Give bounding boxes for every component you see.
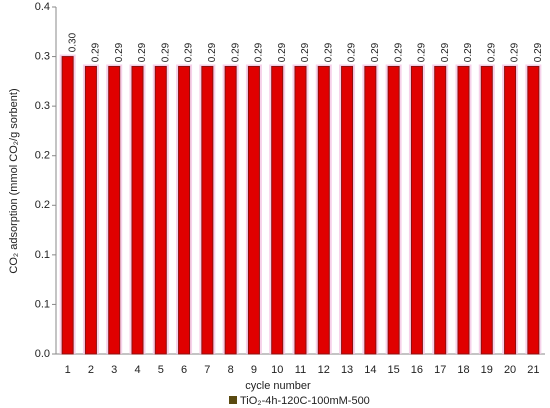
bar (504, 65, 517, 355)
bar (224, 65, 237, 355)
legend-label: TiO₂-4h-120C-100mM-500 (240, 395, 370, 407)
value-label: 0.29 (440, 42, 451, 62)
value-label: 0.29 (393, 42, 404, 62)
bar (84, 65, 97, 355)
x-tick-label: 11 (295, 364, 306, 376)
value-label: 0.29 (114, 42, 125, 62)
bar (61, 56, 74, 355)
value-label: 0.30 (67, 32, 78, 52)
y-tick-label: 0.1 (35, 249, 50, 261)
x-tick-label: 6 (181, 364, 187, 376)
x-tick-label: 19 (481, 364, 493, 376)
y-tick-label: 0.2 (35, 150, 50, 162)
value-label: 0.29 (370, 42, 381, 62)
value-label: 0.29 (207, 42, 218, 62)
value-label: 0.29 (230, 42, 241, 62)
value-label: 0.29 (323, 42, 334, 62)
value-label: 0.29 (300, 42, 311, 62)
x-tick-label: 16 (411, 364, 423, 376)
x-tick-label: 1 (65, 364, 71, 376)
x-tick-label: 13 (341, 364, 353, 376)
x-tick-label: 4 (134, 364, 140, 376)
bar (247, 65, 260, 355)
x-tick-label: 10 (271, 364, 283, 376)
value-label: 0.29 (91, 42, 102, 62)
y-tick-label: 0.1 (35, 298, 50, 310)
y-tick-label: 0.0 (35, 348, 50, 360)
y-tick-label: 0.3 (35, 50, 50, 62)
value-label: 0.29 (254, 42, 265, 62)
x-tick-label: 21 (527, 364, 539, 376)
bar (154, 65, 167, 355)
bar (434, 65, 447, 355)
bar (131, 65, 144, 355)
x-tick-label: 2 (88, 364, 94, 376)
x-tick-label: 15 (388, 364, 400, 376)
x-tick-label: 17 (434, 364, 446, 376)
legend-swatch (229, 396, 237, 404)
value-label: 0.29 (486, 42, 497, 62)
x-tick-label: 12 (318, 364, 330, 376)
bar (317, 65, 330, 355)
bar (271, 65, 284, 355)
bar (108, 65, 121, 355)
bar (527, 65, 540, 355)
x-tick-label: 20 (504, 364, 516, 376)
value-label: 0.29 (277, 42, 288, 62)
bar (387, 65, 400, 355)
bar (364, 65, 377, 355)
x-tick-label: 9 (251, 364, 257, 376)
value-label: 0.29 (137, 42, 148, 62)
bar (341, 65, 354, 355)
value-label: 0.29 (347, 42, 358, 62)
y-tick-label: 0.4 (35, 1, 50, 13)
bar (178, 65, 191, 355)
x-tick-label: 3 (111, 364, 117, 376)
value-label: 0.29 (184, 42, 195, 62)
bar (480, 65, 493, 355)
y-tick-label: 0.3 (35, 100, 50, 112)
x-axis-label: cycle number (245, 380, 311, 392)
value-label: 0.29 (160, 42, 171, 62)
bar (294, 65, 307, 355)
x-tick-label: 18 (457, 364, 469, 376)
x-tick-label: 7 (204, 364, 210, 376)
bar (201, 65, 214, 355)
bar (457, 65, 470, 355)
bar (410, 65, 423, 355)
value-label: 0.29 (417, 42, 428, 62)
value-label: 0.29 (510, 42, 521, 62)
value-label: 0.29 (533, 42, 544, 62)
x-tick-label: 14 (364, 364, 376, 376)
y-tick-label: 0.2 (35, 199, 50, 211)
value-label: 0.29 (463, 42, 474, 62)
x-tick-label: 5 (158, 364, 164, 376)
x-tick-label: 8 (228, 364, 234, 376)
y-axis-label: CO₂ adsorption (mmol CO₂/g sorbent) (8, 88, 20, 273)
